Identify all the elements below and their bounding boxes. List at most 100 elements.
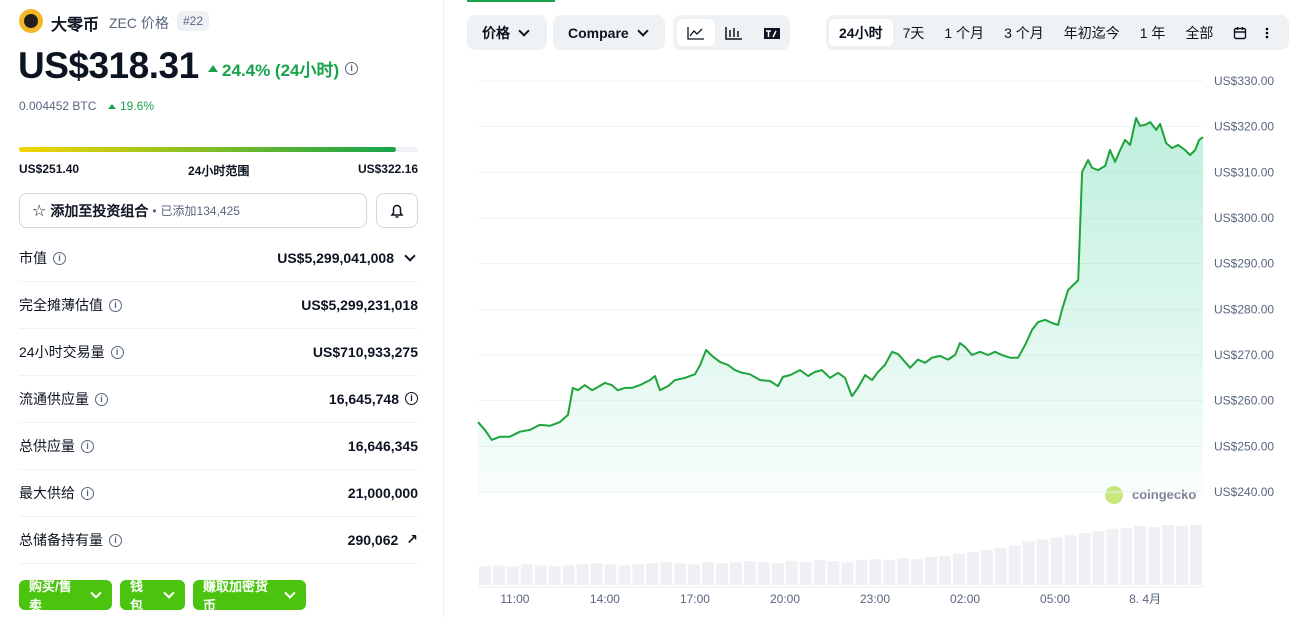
alert-button[interactable] [376, 193, 418, 228]
volume-bar [534, 565, 547, 585]
stat-value: 16,645,748 [328, 390, 399, 407]
stat-value-wrap: US$5,299,041,008 [277, 250, 418, 266]
stat-value-wrap: 16,646,345 [348, 438, 418, 454]
external-link-icon[interactable]: ↗ [406, 531, 418, 547]
range-button[interactable]: 3 个月 [1004, 24, 1044, 41]
info-icon[interactable]: i [345, 62, 359, 75]
volume-bar [841, 562, 854, 585]
volume-bar [785, 561, 798, 585]
stat-label-wrap: 总供应量 i [19, 436, 94, 456]
volume-bar [688, 564, 701, 585]
info-icon[interactable]: i [81, 440, 94, 454]
volume-bar [1078, 533, 1091, 585]
bell-icon [390, 204, 404, 218]
volume-bar [1092, 531, 1105, 585]
stat-label-wrap: 总储备持有量 i [19, 530, 122, 550]
volume-bar [1190, 525, 1202, 585]
btc-change: 19.6% [108, 99, 154, 113]
range-button[interactable]: 7天 [902, 24, 925, 41]
info-icon[interactable]: i [53, 252, 66, 266]
volume-bar [479, 566, 491, 585]
stat-label: 24小时交易量 [19, 343, 105, 360]
x-tick-label: 8. 4月 [1129, 592, 1161, 606]
volume-bar [939, 556, 952, 585]
volume-bar [827, 561, 840, 585]
volume-bar [813, 560, 826, 585]
stat-value: US$710,933,275 [312, 343, 418, 360]
volume-bar [994, 547, 1007, 585]
volume-bar [925, 557, 938, 585]
volume-bar [1162, 525, 1175, 585]
stat-label: 市值 [19, 249, 47, 266]
more-button[interactable] [1257, 19, 1277, 46]
x-tick-label: 02:00 [950, 592, 980, 606]
action-button[interactable]: 钱包 [120, 579, 185, 613]
x-tick-label: 11:00 [500, 592, 529, 606]
volume-bar [674, 563, 687, 585]
info-icon[interactable]: i [405, 392, 418, 405]
price-change: 24.4% (24小时) i [208, 56, 359, 81]
stat-row: 市值 i US$5,299,041,008 [19, 234, 418, 282]
volume-bar [562, 565, 575, 585]
y-tick-label: US$300.00 [1214, 211, 1274, 225]
compare-dropdown[interactable]: Compare [553, 15, 665, 50]
price-dropdown-text: 价格 [482, 24, 510, 41]
range-high: US$322.16 [357, 162, 418, 176]
volume-bar [1064, 535, 1077, 585]
stat-label-wrap: 24小时交易量 i [19, 342, 124, 362]
price-dropdown[interactable]: 价格 [467, 15, 547, 50]
info-icon[interactable]: i [109, 534, 122, 548]
volume-bar [1134, 526, 1147, 585]
calendar-button[interactable] [1223, 19, 1257, 46]
volume-bar [911, 559, 924, 585]
volume-bar [1120, 528, 1133, 585]
info-icon[interactable]: i [110, 346, 124, 360]
info-icon[interactable]: i [109, 299, 122, 313]
stat-value: US$5,299,041,008 [277, 249, 394, 266]
volume-bar [883, 560, 896, 585]
range-button[interactable]: 全部 [1185, 24, 1214, 41]
stat-label-wrap: 完全摊薄估值 i [19, 295, 122, 315]
stat-label: 流通供应量 [19, 390, 89, 407]
info-icon[interactable]: i [95, 393, 108, 407]
btc-change-text: 19.6% [120, 99, 155, 113]
volume-bar [897, 558, 910, 585]
y-tick-label: US$260.00 [1214, 394, 1274, 408]
volume-bar [492, 565, 505, 585]
portfolio-button[interactable]: ☆ 添加至投资组合 • 已添加134,425 [19, 193, 367, 228]
volume-bar [548, 566, 561, 585]
info-icon[interactable]: i [81, 487, 94, 501]
portfolio-added: 已添加134,425 [160, 204, 240, 218]
line-chart-button[interactable] [677, 19, 715, 46]
chart-type-group [673, 15, 790, 50]
action-button[interactable]: 购买/售卖 [19, 579, 112, 613]
range-fill [19, 147, 396, 152]
volume-bar [980, 549, 993, 585]
stat-value-wrap: US$5,299,231,018 [301, 297, 418, 313]
coin-icon [19, 9, 43, 33]
price-change-text: 24.4% (24小时) [222, 61, 340, 80]
y-tick-label: US$270.00 [1214, 348, 1274, 362]
divider [443, 0, 444, 618]
candle-chart-button[interactable] [715, 19, 753, 46]
volume-bar [702, 562, 715, 585]
action-button[interactable]: 赚取加密货币 [193, 579, 306, 613]
range-button[interactable]: 1 年 [1139, 24, 1166, 41]
stat-label: 最大供给 [19, 484, 75, 501]
volume-bar [660, 562, 673, 585]
range-label: 24小时范围 [188, 164, 250, 178]
volume-bar [743, 561, 756, 585]
compare-text: Compare [568, 24, 629, 41]
range-button[interactable]: 年初迄今 [1063, 24, 1120, 41]
tradingview-button[interactable] [753, 19, 791, 46]
range-button[interactable]: 1 个月 [944, 24, 985, 41]
stat-value: 290,062 [347, 531, 399, 548]
volume-bar [1050, 537, 1063, 585]
range-button[interactable]: 24小时 [829, 19, 893, 46]
y-tick-label: US$290.00 [1214, 257, 1274, 271]
stat-row: 24小时交易量 i US$710,933,275 [19, 328, 418, 376]
stat-label: 完全摊薄估值 [19, 296, 103, 313]
tab-underline [467, 0, 555, 2]
